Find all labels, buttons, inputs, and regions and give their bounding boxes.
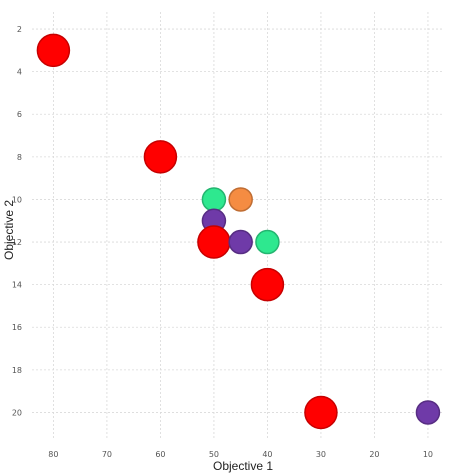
y-tick-label: 12 (12, 238, 22, 247)
data-point (228, 187, 253, 212)
y-tick-label: 6 (17, 110, 22, 119)
x-tick-label: 10 (423, 450, 433, 459)
data-point (228, 229, 253, 255)
grid (32, 12, 444, 438)
data-points (36, 33, 441, 430)
x-tick-label: 40 (262, 450, 272, 459)
y-tick-label: 10 (12, 195, 22, 204)
x-tick-label: 60 (155, 450, 165, 459)
y-tick-label: 14 (12, 281, 22, 290)
x-tick-label: 80 (48, 450, 58, 459)
y-tick-label: 8 (17, 153, 22, 162)
y-tick-label: 2 (17, 25, 22, 34)
x-tick-label: 70 (102, 450, 112, 459)
data-point (255, 229, 280, 255)
data-point (415, 400, 441, 425)
y-tick-label: 18 (12, 366, 22, 375)
data-point (197, 225, 231, 259)
x-tick-label: 50 (209, 450, 219, 459)
x-tick-label: 20 (369, 450, 379, 459)
x-tick-label: 30 (316, 450, 326, 459)
data-point (250, 267, 285, 302)
data-point (201, 187, 227, 212)
y-axis-title: Objective 2 (2, 200, 16, 260)
y-tick-label: 20 (12, 408, 22, 417)
tick-labels: 80 70 60 50 40 30 20 10 2 4 6 8 10 12 14 16 18 20 (12, 25, 433, 459)
data-point (36, 33, 71, 68)
y-tick-label: 16 (12, 323, 22, 332)
data-point (143, 140, 178, 174)
data-point (304, 395, 338, 430)
y-tick-label: 4 (17, 68, 22, 77)
x-axis-title: Objective 1 (213, 459, 273, 473)
